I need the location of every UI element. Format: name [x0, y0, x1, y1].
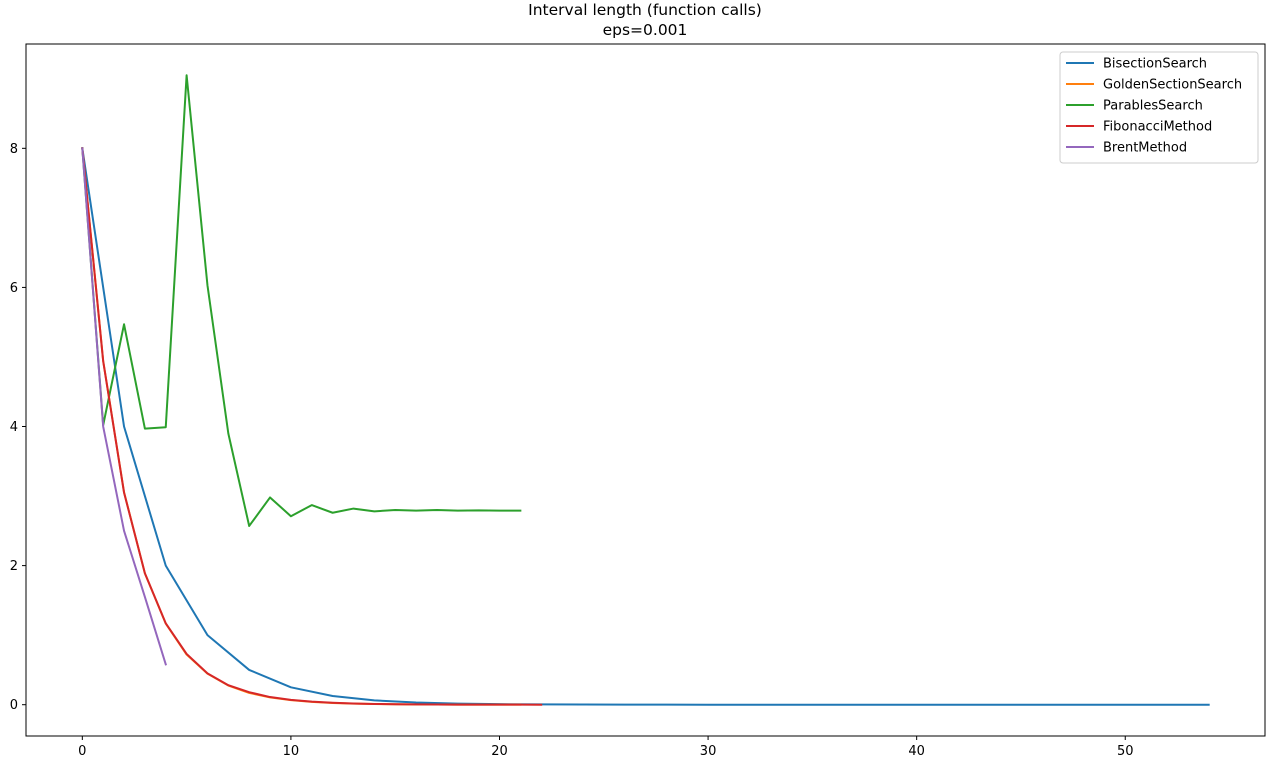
y-axis: 0 2 4 6 8 [10, 142, 26, 713]
legend-label: BrentMethod [1103, 141, 1187, 156]
y-tick-label: 8 [10, 142, 18, 157]
legend-label: FibonacciMethod [1103, 120, 1212, 135]
x-tick-label: 20 [491, 744, 508, 759]
legend: BisectionSearch GoldenSectionSearch Parabl… [1059, 51, 1259, 164]
legend-label: GoldenSectionSearch [1103, 78, 1242, 93]
y-tick-label: 0 [10, 698, 18, 713]
chart-title: Interval length (function calls) [528, 1, 762, 19]
y-tick-label: 4 [10, 420, 18, 435]
series-line-BrentMethod [81, 147, 168, 666]
x-axis: 0 10 20 30 40 50 [78, 736, 1134, 759]
legend-box [1059, 51, 1259, 164]
series-line-ParablesSearch [81, 74, 522, 527]
x-tick-label: 0 [78, 744, 86, 759]
plot-frame [25, 43, 1266, 737]
series-line-FibonacciMethod [81, 147, 543, 706]
legend-label: BisectionSearch [1103, 57, 1207, 72]
chart-subtitle: eps=0.001 [603, 21, 688, 39]
legend-label: ParablesSearch [1103, 99, 1203, 114]
y-tick-label: 6 [10, 281, 18, 296]
x-tick-label: 10 [283, 744, 300, 759]
plot-lines [81, 74, 1210, 706]
x-tick-label: 50 [1117, 744, 1134, 759]
y-tick-label: 2 [10, 559, 18, 574]
x-tick-label: 30 [700, 744, 717, 759]
series-line-GoldenSectionSearch [81, 147, 522, 706]
series-line-BisectionSearch [81, 147, 1210, 706]
x-tick-label: 40 [908, 744, 925, 759]
